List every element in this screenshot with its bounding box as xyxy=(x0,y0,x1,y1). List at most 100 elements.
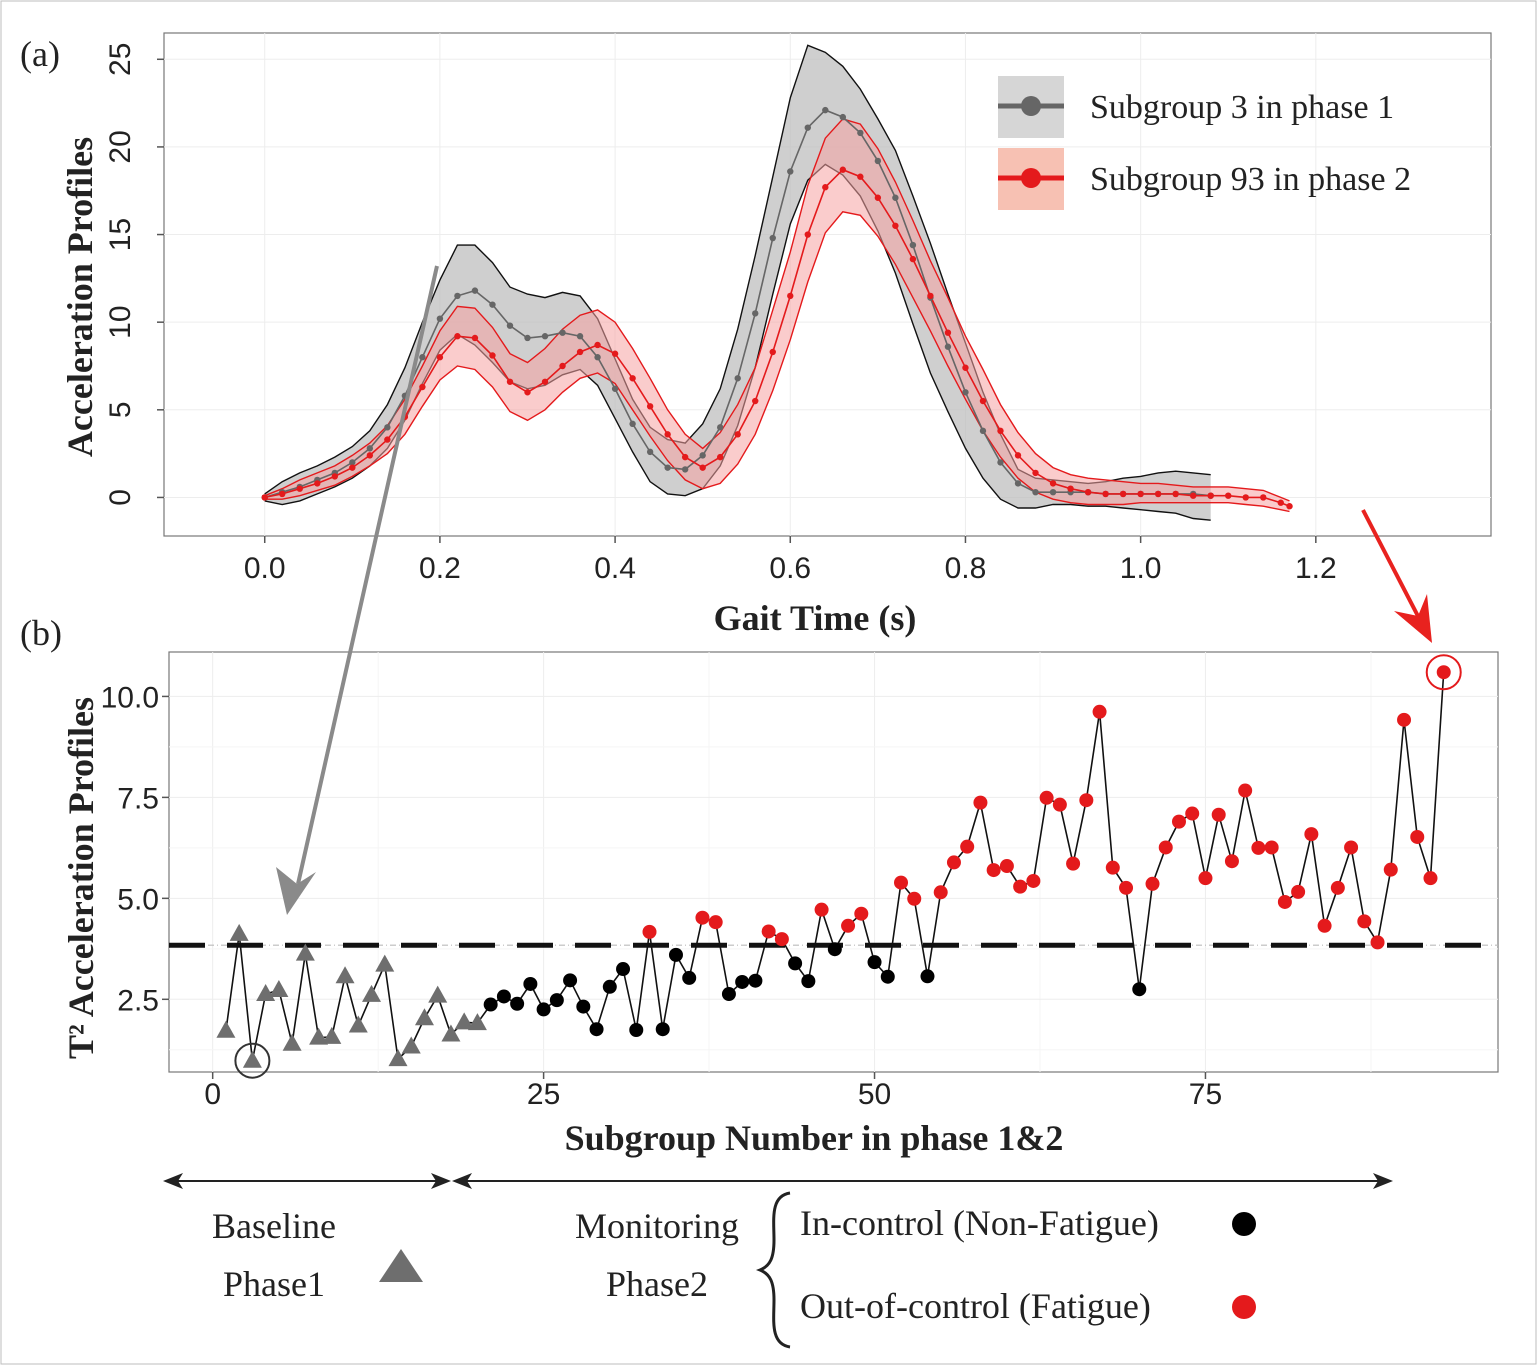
point-subgroup-93 xyxy=(261,494,268,501)
point-subgroup-93 xyxy=(892,222,899,229)
point-subgroup-93 xyxy=(296,485,303,492)
tick-label-x: 50 xyxy=(858,1078,891,1111)
point-out-of-control xyxy=(1291,884,1306,899)
tick-label-y: 20 xyxy=(104,130,137,163)
point-subgroup-93 xyxy=(1260,494,1267,501)
point-out-of-control xyxy=(1198,871,1213,886)
tick-label-x: 0.4 xyxy=(594,552,636,585)
point-out-of-control xyxy=(761,924,776,939)
point-in-control xyxy=(563,973,578,988)
legend-key-gray-point xyxy=(1021,96,1041,116)
chart-b-plot-area xyxy=(168,651,1499,1073)
point-out-of-control xyxy=(973,795,988,810)
point-out-of-control xyxy=(1158,840,1173,855)
point-subgroup-3 xyxy=(997,459,1004,466)
point-subgroup-3 xyxy=(576,333,584,340)
point-out-of-control xyxy=(894,875,909,890)
point-baseline-phase1 xyxy=(414,1008,434,1026)
chart-b-y-axis-title: T² Acceleration Profiles xyxy=(61,697,101,1059)
point-subgroup-93 xyxy=(419,383,426,391)
point-out-of-control xyxy=(642,924,657,939)
point-in-control xyxy=(682,970,697,985)
point-in-control xyxy=(629,1023,644,1037)
point-subgroup-3 xyxy=(436,315,444,322)
point-subgroup-93 xyxy=(1014,452,1022,459)
point-in-control xyxy=(589,1022,604,1037)
point-subgroup-93 xyxy=(944,329,952,336)
point-out-of-control xyxy=(841,918,856,933)
point-subgroup-93 xyxy=(1067,485,1074,492)
point-subgroup-93 xyxy=(366,452,374,459)
point-in-control xyxy=(1132,982,1147,997)
point-in-control xyxy=(748,973,763,988)
point-subgroup-93 xyxy=(646,403,654,410)
chart-a-bands xyxy=(264,44,1290,521)
point-baseline-phase1 xyxy=(216,1020,236,1038)
point-baseline-phase1 xyxy=(309,1027,329,1045)
point-subgroup-3 xyxy=(471,287,479,294)
point-subgroup-3 xyxy=(909,241,917,249)
point-subgroup-3 xyxy=(366,445,374,452)
point-baseline-phase1 xyxy=(229,923,249,941)
point-in-control xyxy=(496,989,511,1004)
point-subgroup-3 xyxy=(611,385,619,392)
baseline-range-arrow xyxy=(163,1173,451,1189)
point-subgroup-93 xyxy=(1189,492,1197,499)
point-subgroup-3 xyxy=(629,420,636,428)
point-subgroup-3 xyxy=(664,464,671,471)
tick-label-y: 10 xyxy=(104,305,137,338)
point-out-of-control xyxy=(986,863,1001,878)
point-in-control xyxy=(655,1022,670,1037)
band-subgroup-93 xyxy=(264,118,1290,512)
point-subgroup-93 xyxy=(349,464,356,471)
chart-a-legend: Subgroup 3 in phase 1 Subgroup 93 in pha… xyxy=(998,76,1411,210)
point-in-control xyxy=(735,974,750,989)
point-subgroup-93 xyxy=(822,184,829,191)
point-out-of-control xyxy=(1185,806,1200,821)
point-subgroup-93 xyxy=(541,378,549,385)
point-out-of-control xyxy=(1410,829,1425,844)
tick-label-y: 2.5 xyxy=(117,984,159,1017)
point-out-of-control xyxy=(1344,840,1359,855)
point-out-of-control xyxy=(933,885,948,900)
point-subgroup-93 xyxy=(524,389,531,396)
point-out-of-control xyxy=(1357,914,1372,929)
point-subgroup-93 xyxy=(699,464,706,471)
point-out-of-control xyxy=(1105,860,1120,875)
panel-label-a: (a) xyxy=(20,34,60,74)
point-in-control xyxy=(721,987,736,1002)
phase2-label: Phase2 xyxy=(606,1264,708,1304)
point-subgroup-93 xyxy=(279,490,286,498)
point-subgroup-93 xyxy=(962,364,969,371)
point-subgroup-3 xyxy=(822,106,829,114)
point-subgroup-3 xyxy=(349,459,356,466)
point-in-control xyxy=(510,996,525,1011)
chart-a-y-ticks: 0 5 10 15 20 25 xyxy=(104,43,164,506)
chart-a: 0.0 0.2 0.4 0.6 0.8 1.0 1.2 0 5 10 15 20 25 Gait Ti… xyxy=(60,32,1492,638)
point-subgroup-3 xyxy=(734,375,741,382)
point-subgroup-93 xyxy=(1277,499,1284,506)
point-subgroup-3 xyxy=(892,194,899,201)
point-subgroup-93 xyxy=(717,453,724,461)
point-subgroup-93 xyxy=(769,348,776,356)
point-subgroup-3 xyxy=(839,113,847,121)
point-subgroup-93 xyxy=(1286,503,1293,510)
point-subgroup-3 xyxy=(752,310,759,317)
in-control-dot-icon xyxy=(1232,1212,1256,1236)
tick-label-x: 1.2 xyxy=(1295,552,1337,585)
point-baseline-phase1 xyxy=(282,1033,302,1051)
legend-label-subgroup-93: Subgroup 93 in phase 2 xyxy=(1090,161,1411,198)
point-out-of-control xyxy=(1145,876,1160,891)
point-subgroup-93 xyxy=(874,194,882,201)
point-subgroup-3 xyxy=(489,301,496,308)
point-baseline-phase1 xyxy=(348,1015,368,1033)
tick-label-x: 0.2 xyxy=(419,552,461,585)
point-baseline-phase1 xyxy=(428,985,448,1003)
point-in-control xyxy=(536,1002,551,1017)
monitoring-range-arrow xyxy=(452,1173,1393,1189)
point-subgroup-3 xyxy=(874,157,882,165)
point-subgroup-93 xyxy=(1242,494,1249,501)
tick-label-y: 5 xyxy=(104,401,137,418)
in-control-label: In-control (Non-Fatigue) xyxy=(800,1203,1159,1243)
